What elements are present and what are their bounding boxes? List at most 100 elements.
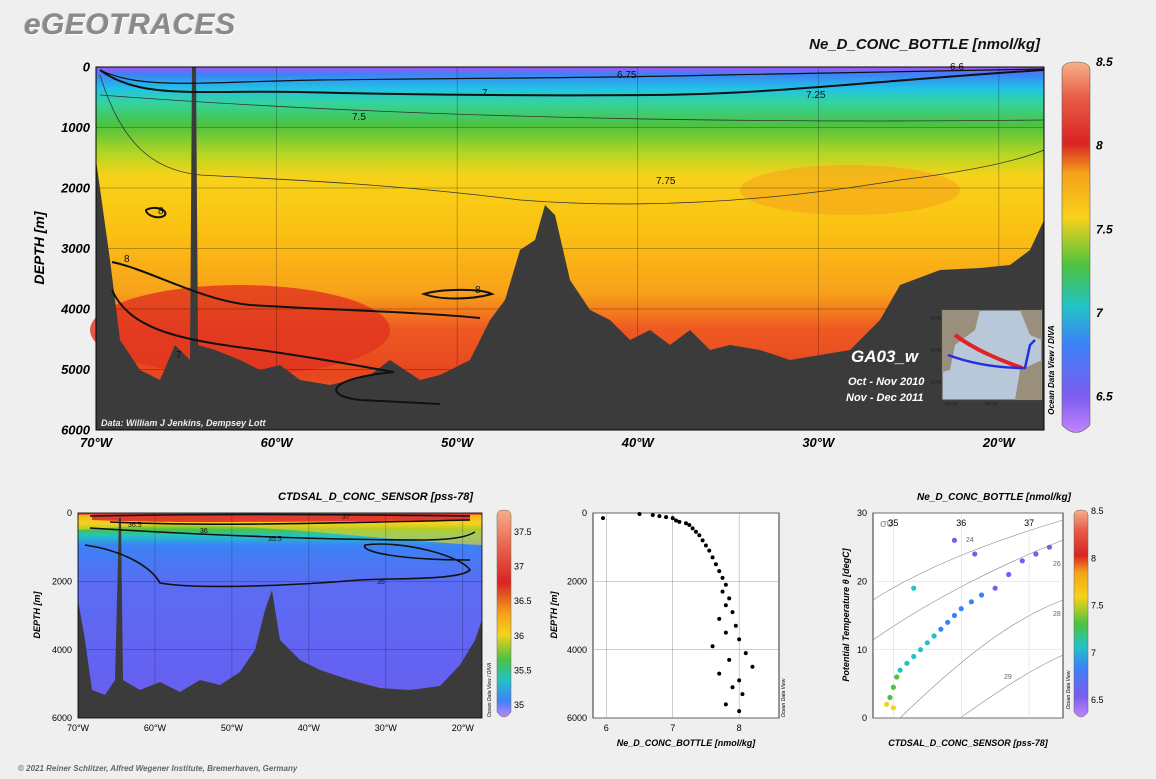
ts-point [1006,571,1012,578]
ts-ylabel: Potential Temperature θ [degC] [841,547,851,681]
svg-text:35.5: 35.5 [268,536,282,543]
svg-text:30°N: 30°N [930,348,942,354]
data-source-note: Data: William J Jenkins, Dempsey Lott [101,418,266,428]
svg-text:Ocean Data View: Ocean Data View [781,678,787,717]
main-colorbar [1061,61,1091,433]
svg-text:7.75: 7.75 [656,176,676,187]
y-tick-label: 6000 [567,713,587,723]
ts-point [897,667,903,673]
svg-text:8: 8 [475,285,481,296]
svg-text:40°W: 40°W [985,402,998,408]
y-tick-label: 2000 [567,576,587,586]
x-tick-label: 40°W [298,723,321,733]
ts-point [972,551,978,557]
y-tick-label: 0 [582,508,587,518]
profile-point [703,543,708,548]
colorbar-tick-label: 7 [1096,306,1104,320]
profile-point [727,596,732,601]
ts-point [890,684,896,690]
y-tick-label: 2000 [52,576,72,586]
profile-point [737,678,742,683]
profile-point [693,529,698,534]
main-contours [99,68,1045,405]
profile-point [717,671,722,676]
ts-point [1033,551,1039,557]
x-tick-label: 70°W [67,723,90,733]
colorbar-tick-label: 36 [514,631,524,641]
profile-point [670,516,675,521]
profile-point [677,519,682,524]
ts-point [883,701,890,707]
svg-text:7: 7 [482,88,488,99]
y-tick-label: 5000 [61,362,91,377]
profile-plot [592,512,780,719]
svg-text:7.5: 7.5 [352,112,366,123]
x-tick-label: 30°W [802,435,836,450]
x-tick-label: 30°W [375,723,398,733]
colorbar-tick-label: 37.5 [514,527,532,537]
colorbar-tick-label: 8.5 [1096,55,1113,69]
profile-point [720,589,725,594]
y-tick-label: 6000 [61,423,91,438]
svg-text:37: 37 [342,514,350,521]
ts-isopycnals [872,519,1064,719]
copyright-note: © 2021 Reiner Schlitzer, Alfred Wegener … [18,764,298,773]
ts-point [911,585,917,591]
profile-point [737,709,742,714]
colorbar-tick-label: 6.5 [1096,390,1113,404]
ts-plot [872,512,1064,719]
colorbar-tick-label: 7.5 [1091,601,1104,611]
y-tick-label: 10 [857,645,867,655]
x-tick-label: 7 [670,723,675,733]
colorbar-tick-label: 8.5 [1091,506,1104,516]
svg-text:7: 7 [176,350,182,361]
svg-text:8: 8 [124,254,130,265]
y-tick-label: 0 [67,508,72,518]
profile-point [700,538,705,543]
svg-text:29: 29 [1004,674,1012,681]
profile-point [664,515,669,520]
y-tick-label: 20 [857,576,867,586]
x-tick-label: 20°W [982,435,1017,450]
ts-point [887,694,893,701]
colorbar-tick-label: 37 [514,561,524,571]
cruise-date-2: Nov - Dec 2011 [846,392,923,404]
ts-point [917,647,924,653]
x-tick-label: 60°W [144,723,167,733]
profile-point [697,533,702,538]
x-tick-label: 50°W [441,435,475,450]
ts-point [978,592,985,598]
profile-point [723,702,728,707]
y-tick-label: 0 [83,60,91,75]
profile-point [717,569,722,574]
svg-text:40°N: 40°N [930,316,942,322]
y-tick-label: 4000 [52,645,72,655]
profile-point [690,526,695,531]
ts-colorbar [1073,509,1089,718]
ts-point [1046,544,1053,550]
colorbar-tick-label: 35.5 [514,665,532,675]
ts-point [958,606,964,612]
main-side-label: Ocean Data View / DIVA [1047,325,1056,415]
x-tick-label: 8 [737,723,742,733]
x-tick-label: 70°W [80,435,114,450]
colorbar-tick-label: 36.5 [514,596,532,606]
svg-text:Ocean Data View / DIVA: Ocean Data View / DIVA [487,662,493,717]
profile-xlabel: Ne_D_CONC_BOTTLE [nmol/kg] [617,738,757,748]
profile-ylabel: DEPTH [m] [549,590,559,638]
x-tick-label: 37 [1024,518,1034,528]
profile-point [657,514,662,519]
profile-point [687,522,692,527]
x-tick-label: 20°W [452,723,475,733]
brand-logo: eGEOTRACES [24,8,236,41]
y-tick-label: 3000 [61,241,91,256]
svg-text:8: 8 [158,206,164,217]
profile-point [720,575,725,580]
colorbar-tick-label: 7 [1091,648,1096,658]
profile-point [717,616,722,621]
profile-point [710,644,715,649]
profile-point [727,657,732,662]
svg-text:6.75: 6.75 [617,70,637,81]
profile-point [674,518,679,523]
